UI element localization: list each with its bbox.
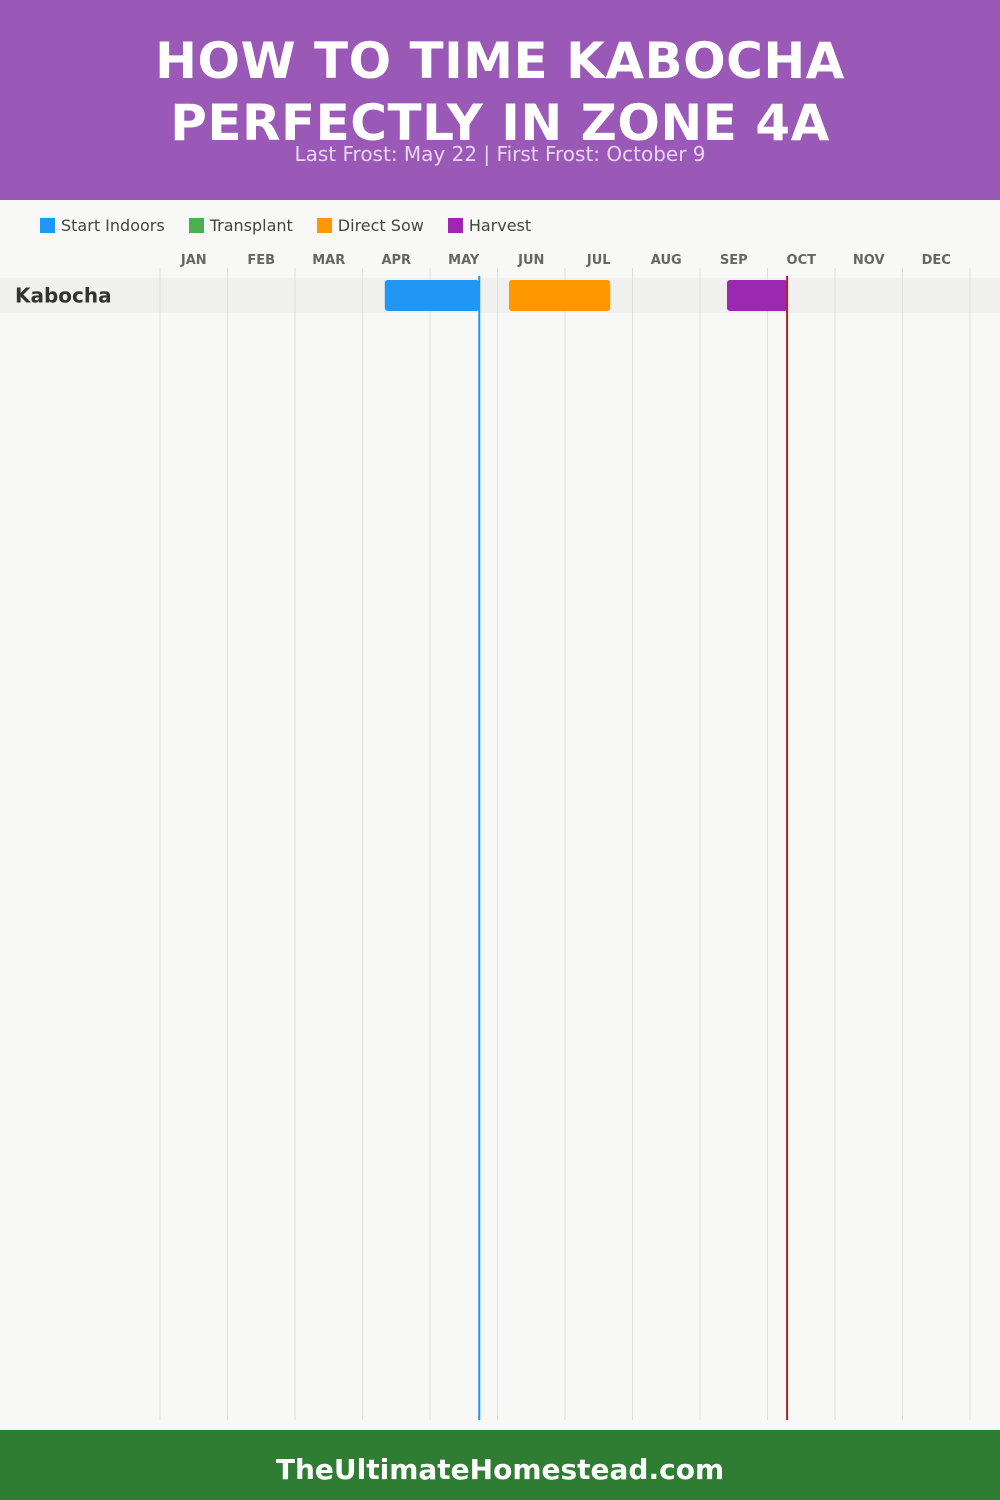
bar-harvest (727, 280, 788, 311)
legend-item-transplant: Transplant (188, 215, 293, 235)
row-label-kabocha: Kabocha (15, 284, 112, 308)
month-label-aug: AUG (651, 253, 682, 268)
legend-swatch-direct-sow (316, 217, 332, 233)
row-band-kabocha (0, 278, 1000, 313)
month-label-apr: APR (381, 253, 411, 268)
chart-legend: Start Indoors Transplant Direct Sow Harv… (40, 214, 555, 236)
frost-markers (478, 276, 789, 1420)
month-tick-labels: JAN FEB MAR APR MAY JUN JUL AUG SEP OCT NOV DEC (180, 253, 951, 268)
schedule-bars (384, 280, 788, 311)
month-label-mar: MAR (312, 253, 345, 268)
month-label-may: MAY (448, 253, 480, 268)
row-background-layer (0, 278, 1000, 313)
month-label-nov: NOV (853, 253, 885, 268)
legend-label-harvest: Harvest (468, 215, 532, 235)
legend-swatch-harvest (447, 217, 463, 233)
page-title: HOW TO TIME KABOCHA PERFECTLY IN ZONE 4A (155, 32, 845, 152)
month-label-oct: OCT (787, 253, 817, 268)
month-grid (159, 268, 971, 1420)
frost-dates-subtitle: Last Frost: May 22 | First Frost: Octobe… (294, 142, 706, 166)
legend-swatch-start-indoors (40, 217, 55, 233)
legend-swatch-transplant (188, 217, 204, 233)
legend-label-transplant: Transplant (209, 215, 293, 235)
month-label-jul: JUL (586, 253, 611, 268)
legend-item-start-indoors: Start Indoors (40, 216, 165, 235)
bar-direct-sow (508, 280, 611, 311)
bar-start-indoors (384, 280, 480, 311)
legend-item-harvest: Harvest (447, 215, 532, 235)
header-banner (0, 0, 1000, 200)
month-label-feb: FEB (247, 253, 275, 268)
month-label-jun: JUN (517, 253, 544, 268)
legend-item-direct-sow: Direct Sow (316, 215, 424, 235)
row-labels: Kabocha (15, 284, 112, 308)
month-label-sep: SEP (720, 253, 748, 268)
month-label-jan: JAN (180, 253, 207, 268)
footer-banner (0, 1430, 1000, 1500)
month-label-dec: DEC (922, 253, 951, 268)
legend-label-direct-sow: Direct Sow (337, 215, 424, 235)
planting-calendar-chart: JAN FEB MAR APR MAY JUN JUL AUG SEP OCT NOV DEC Kab… (0, 253, 1000, 1420)
site-link[interactable]: TheUltimateHomestead.com (275, 1453, 725, 1486)
legend-label-start-indoors: Start Indoors (61, 215, 165, 235)
